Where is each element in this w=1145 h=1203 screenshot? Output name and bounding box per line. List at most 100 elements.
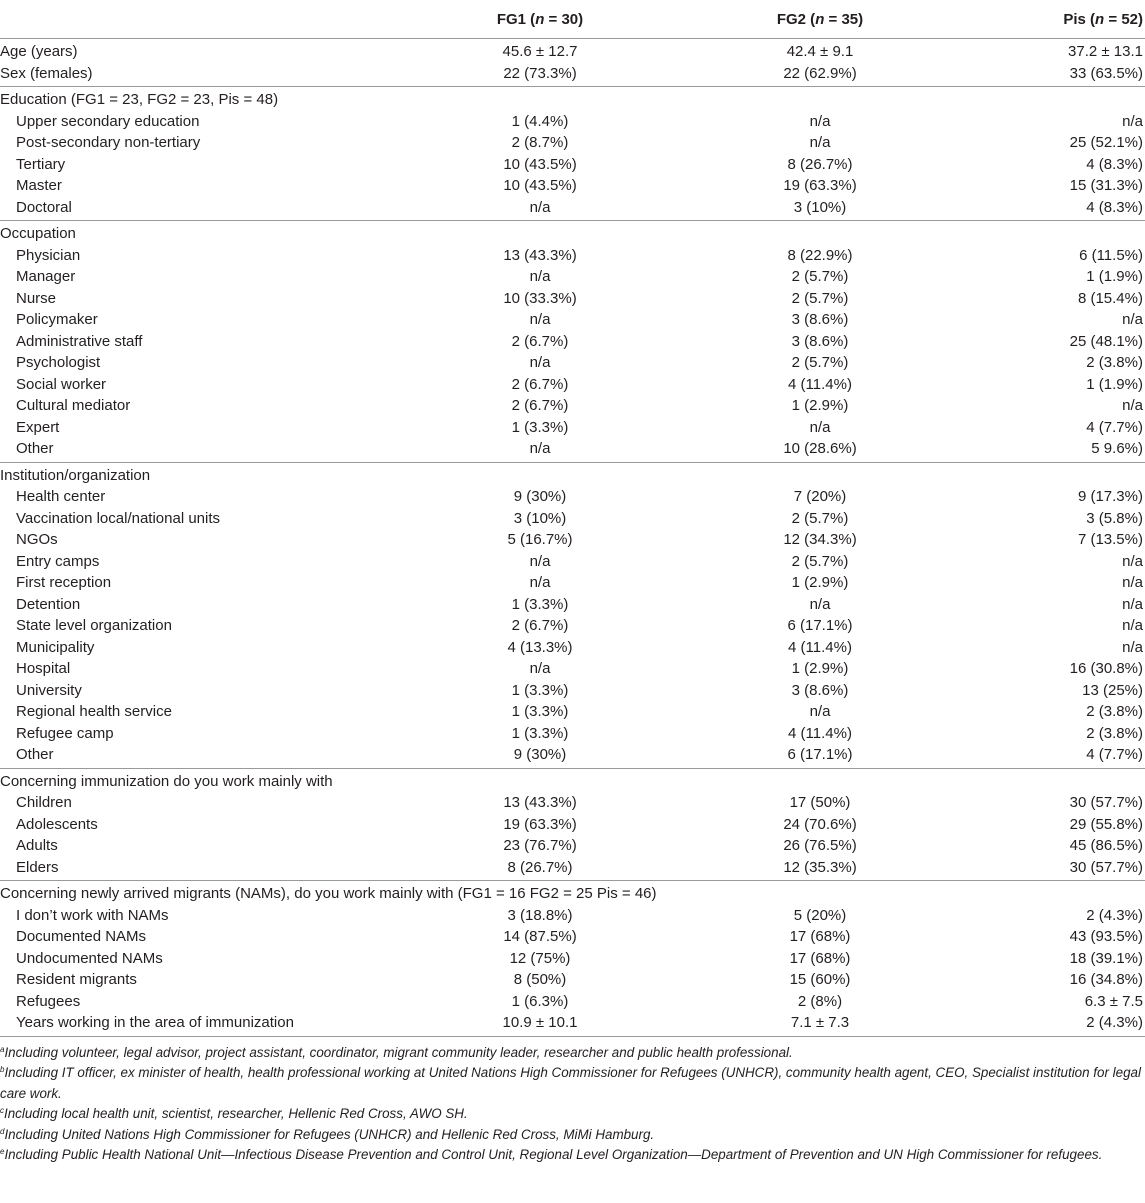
section-title-row: Occupation — [0, 221, 1145, 245]
row-label: Age (years) — [0, 39, 420, 63]
cell-fg2: n/a — [660, 701, 980, 723]
cell-fg1-value: 9 (30%) — [513, 746, 567, 763]
cell-fg2-value: 2 (5.7%) — [791, 289, 849, 307]
table-header-row: FG1 (n = 30) FG2 (n = 35) Pis (n = 52) — [0, 0, 1145, 39]
row-label: Children — [0, 792, 420, 814]
cell-pis-value: n/a — [1122, 311, 1143, 328]
demographics-table: FG1 (n = 30) FG2 (n = 35) Pis (n = 52) A… — [0, 0, 1145, 1037]
cell-fg1: 8 (26.7%) — [420, 856, 660, 881]
cell-pis: 45 (86.5%) — [980, 835, 1145, 857]
row-label-value: I don’t work with NAMs — [16, 906, 169, 924]
cell-fg2: 12 (35.3%) — [660, 856, 980, 881]
cell-fg2: 12 (34.3%) — [660, 529, 980, 551]
row-label-value: State level organization — [16, 617, 172, 634]
cell-fg1-value: 1 (4.4%) — [511, 112, 569, 130]
cell-fg1-value: 10 (43.5%) — [503, 155, 577, 173]
cell-fg1: 2 (6.7%) — [420, 395, 660, 417]
cell-fg1: 1 (3.3%) — [420, 701, 660, 723]
section-title: Occupation — [0, 225, 76, 242]
row-label-value: Cultural mediator — [16, 397, 131, 414]
section-title: Institution/organization — [0, 466, 151, 484]
footnote-text: Including volunteer, legal advisor, proj… — [4, 1044, 793, 1060]
row-label: Upper secondary education — [0, 111, 420, 133]
table-row: I don’t work with NAMs 3 (18.8%) 5 (20%) 2 … — [0, 905, 1145, 927]
section-title-row: Institution/organization — [0, 462, 1145, 486]
cell-fg1-value: n/a — [529, 660, 551, 677]
footnote-mark: c — [0, 1106, 4, 1115]
cell-fg2: 5 (20%) — [660, 905, 980, 927]
table-row: Doctoral n/a 3 (10%) 4 (8.3%) — [0, 196, 1145, 221]
cell-fg2: 2 (5.7%) — [660, 508, 980, 530]
cell-pis: 18 (39.1%) — [980, 948, 1145, 970]
footnote-mark: e — [0, 1147, 5, 1156]
table-row: Administrative staff 2 (6.7%) 3 (8.6%) 25 (… — [0, 331, 1145, 353]
cell-fg2-value: 26 (76.5%) — [783, 837, 857, 854]
row-label-value: Vaccination local/national units — [16, 509, 221, 527]
cell-fg2-value: 3 (8.6%) — [791, 311, 849, 328]
cell-pis: 1 (1.9%) — [980, 374, 1145, 396]
cell-fg1: 1 (3.3%) — [420, 723, 660, 745]
cell-fg1: n/a — [420, 196, 660, 221]
table-row: Physician 13 (43.3%) 8 (22.9%) 6 (11.5%) — [0, 245, 1145, 267]
cell-pis-value: 18 (39.1%) — [1069, 949, 1143, 967]
cell-pis: 25 (48.1%) — [980, 331, 1145, 353]
table-row: Expert 1 (3.3%) n/a 4 (7.7%) — [0, 417, 1145, 439]
cell-pis-value: 25 (48.1%) — [1069, 332, 1143, 350]
cell-pis: 30 (57.7%) — [980, 792, 1145, 814]
cell-fg2: 3 (8.6%) — [660, 680, 980, 702]
cell-fg2-value: 17 (68%) — [789, 949, 851, 967]
table-row: Cultural mediator 2 (6.7%) 1 (2.9%) n/a — [0, 395, 1145, 417]
row-label-value: First reception — [16, 574, 112, 591]
cell-fg1: 2 (6.7%) — [420, 374, 660, 396]
cell-fg2: 3 (8.6%) — [660, 309, 980, 331]
cell-pis: 1 (1.9%) — [980, 266, 1145, 288]
row-label: Expert — [0, 417, 420, 439]
cell-fg2-value: 12 (35.3%) — [783, 858, 857, 876]
row-label-value: Refugee camp — [16, 724, 114, 742]
row-label: Municipality — [0, 637, 420, 659]
row-label: I don’t work with NAMs — [0, 905, 420, 927]
cell-pis: 33 (63.5%) — [980, 62, 1145, 87]
row-label: Tertiary — [0, 154, 420, 176]
cell-fg1: 1 (3.3%) — [420, 417, 660, 439]
row-label: NGOs — [0, 529, 420, 551]
cell-pis-value: 43 (93.5%) — [1069, 928, 1143, 945]
cell-pis: 4 (8.3%) — [980, 196, 1145, 221]
cell-fg2: 1 (2.9%) — [660, 658, 980, 680]
cell-pis-value: 4 (7.7%) — [1086, 418, 1143, 436]
cell-fg2-value: 2 (8%) — [797, 992, 843, 1010]
cell-pis-value: n/a — [1122, 638, 1143, 656]
footnote-mark: d — [0, 1126, 5, 1136]
cell-fg2: 22 (62.9%) — [660, 62, 980, 87]
cell-pis: 4 (8.3%) — [980, 154, 1145, 176]
header-blank — [0, 0, 420, 39]
cell-pis: 37.2 ± 13.1 — [980, 39, 1145, 63]
cell-fg2-value: 8 (22.9%) — [787, 246, 853, 264]
row-label-value: Hospital — [16, 660, 71, 677]
table-row: Sex (females) 22 (73.3%) 22 (62.9%) 33 (63.… — [0, 62, 1145, 87]
section-title: Concerning newly arrived migrants (NAMs)… — [0, 885, 657, 902]
cell-pis: 13 (25%) — [980, 680, 1145, 702]
table-row: Refugees 1 (6.3%) 2 (8%) 6.3 ± 7.5 — [0, 991, 1145, 1013]
table-row: Refugee camp 1 (3.3%) 4 (11.4%) 2 (3.8%) — [0, 723, 1145, 745]
footnote: cIncluding local health unit, scientist,… — [0, 1104, 1145, 1125]
cell-pis: 25 (52.1%) — [980, 132, 1145, 154]
table-row: Master 10 (43.5%) 19 (63.3%) 15 (31.3%) — [0, 175, 1145, 197]
cell-fg2-value: n/a — [809, 418, 831, 436]
table-row: Entry camps n/a 2 (5.7%) n/a — [0, 551, 1145, 573]
cell-pis: 2 (4.3%) — [980, 1012, 1145, 1037]
table-row: Psychologist n/a 2 (5.7%) 2 (3.8%) — [0, 352, 1145, 374]
cell-pis-value: n/a — [1122, 397, 1143, 414]
row-label-value: Years working in the area of immunizatio… — [16, 1014, 294, 1031]
table-row: Elders 8 (26.7%) 12 (35.3%) 30 (57.7%) — [0, 856, 1145, 881]
cell-pis-value: 16 (34.8%) — [1069, 971, 1143, 988]
cell-fg2: 10 (28.6%) — [660, 438, 980, 463]
cell-fg2-value: 1 (2.9%) — [791, 660, 849, 677]
cell-fg1: 2 (6.7%) — [420, 331, 660, 353]
cell-fg1: 10 (43.5%) — [420, 154, 660, 176]
cell-fg2-value: 2 (5.7%) — [791, 552, 849, 570]
cell-pis-value: 1 (1.9%) — [1086, 268, 1143, 285]
cell-pis-value: 4 (8.3%) — [1086, 198, 1143, 216]
cell-fg2-value: n/a — [809, 112, 831, 130]
cell-pis-value: 6 (11.5%) — [1079, 246, 1143, 264]
